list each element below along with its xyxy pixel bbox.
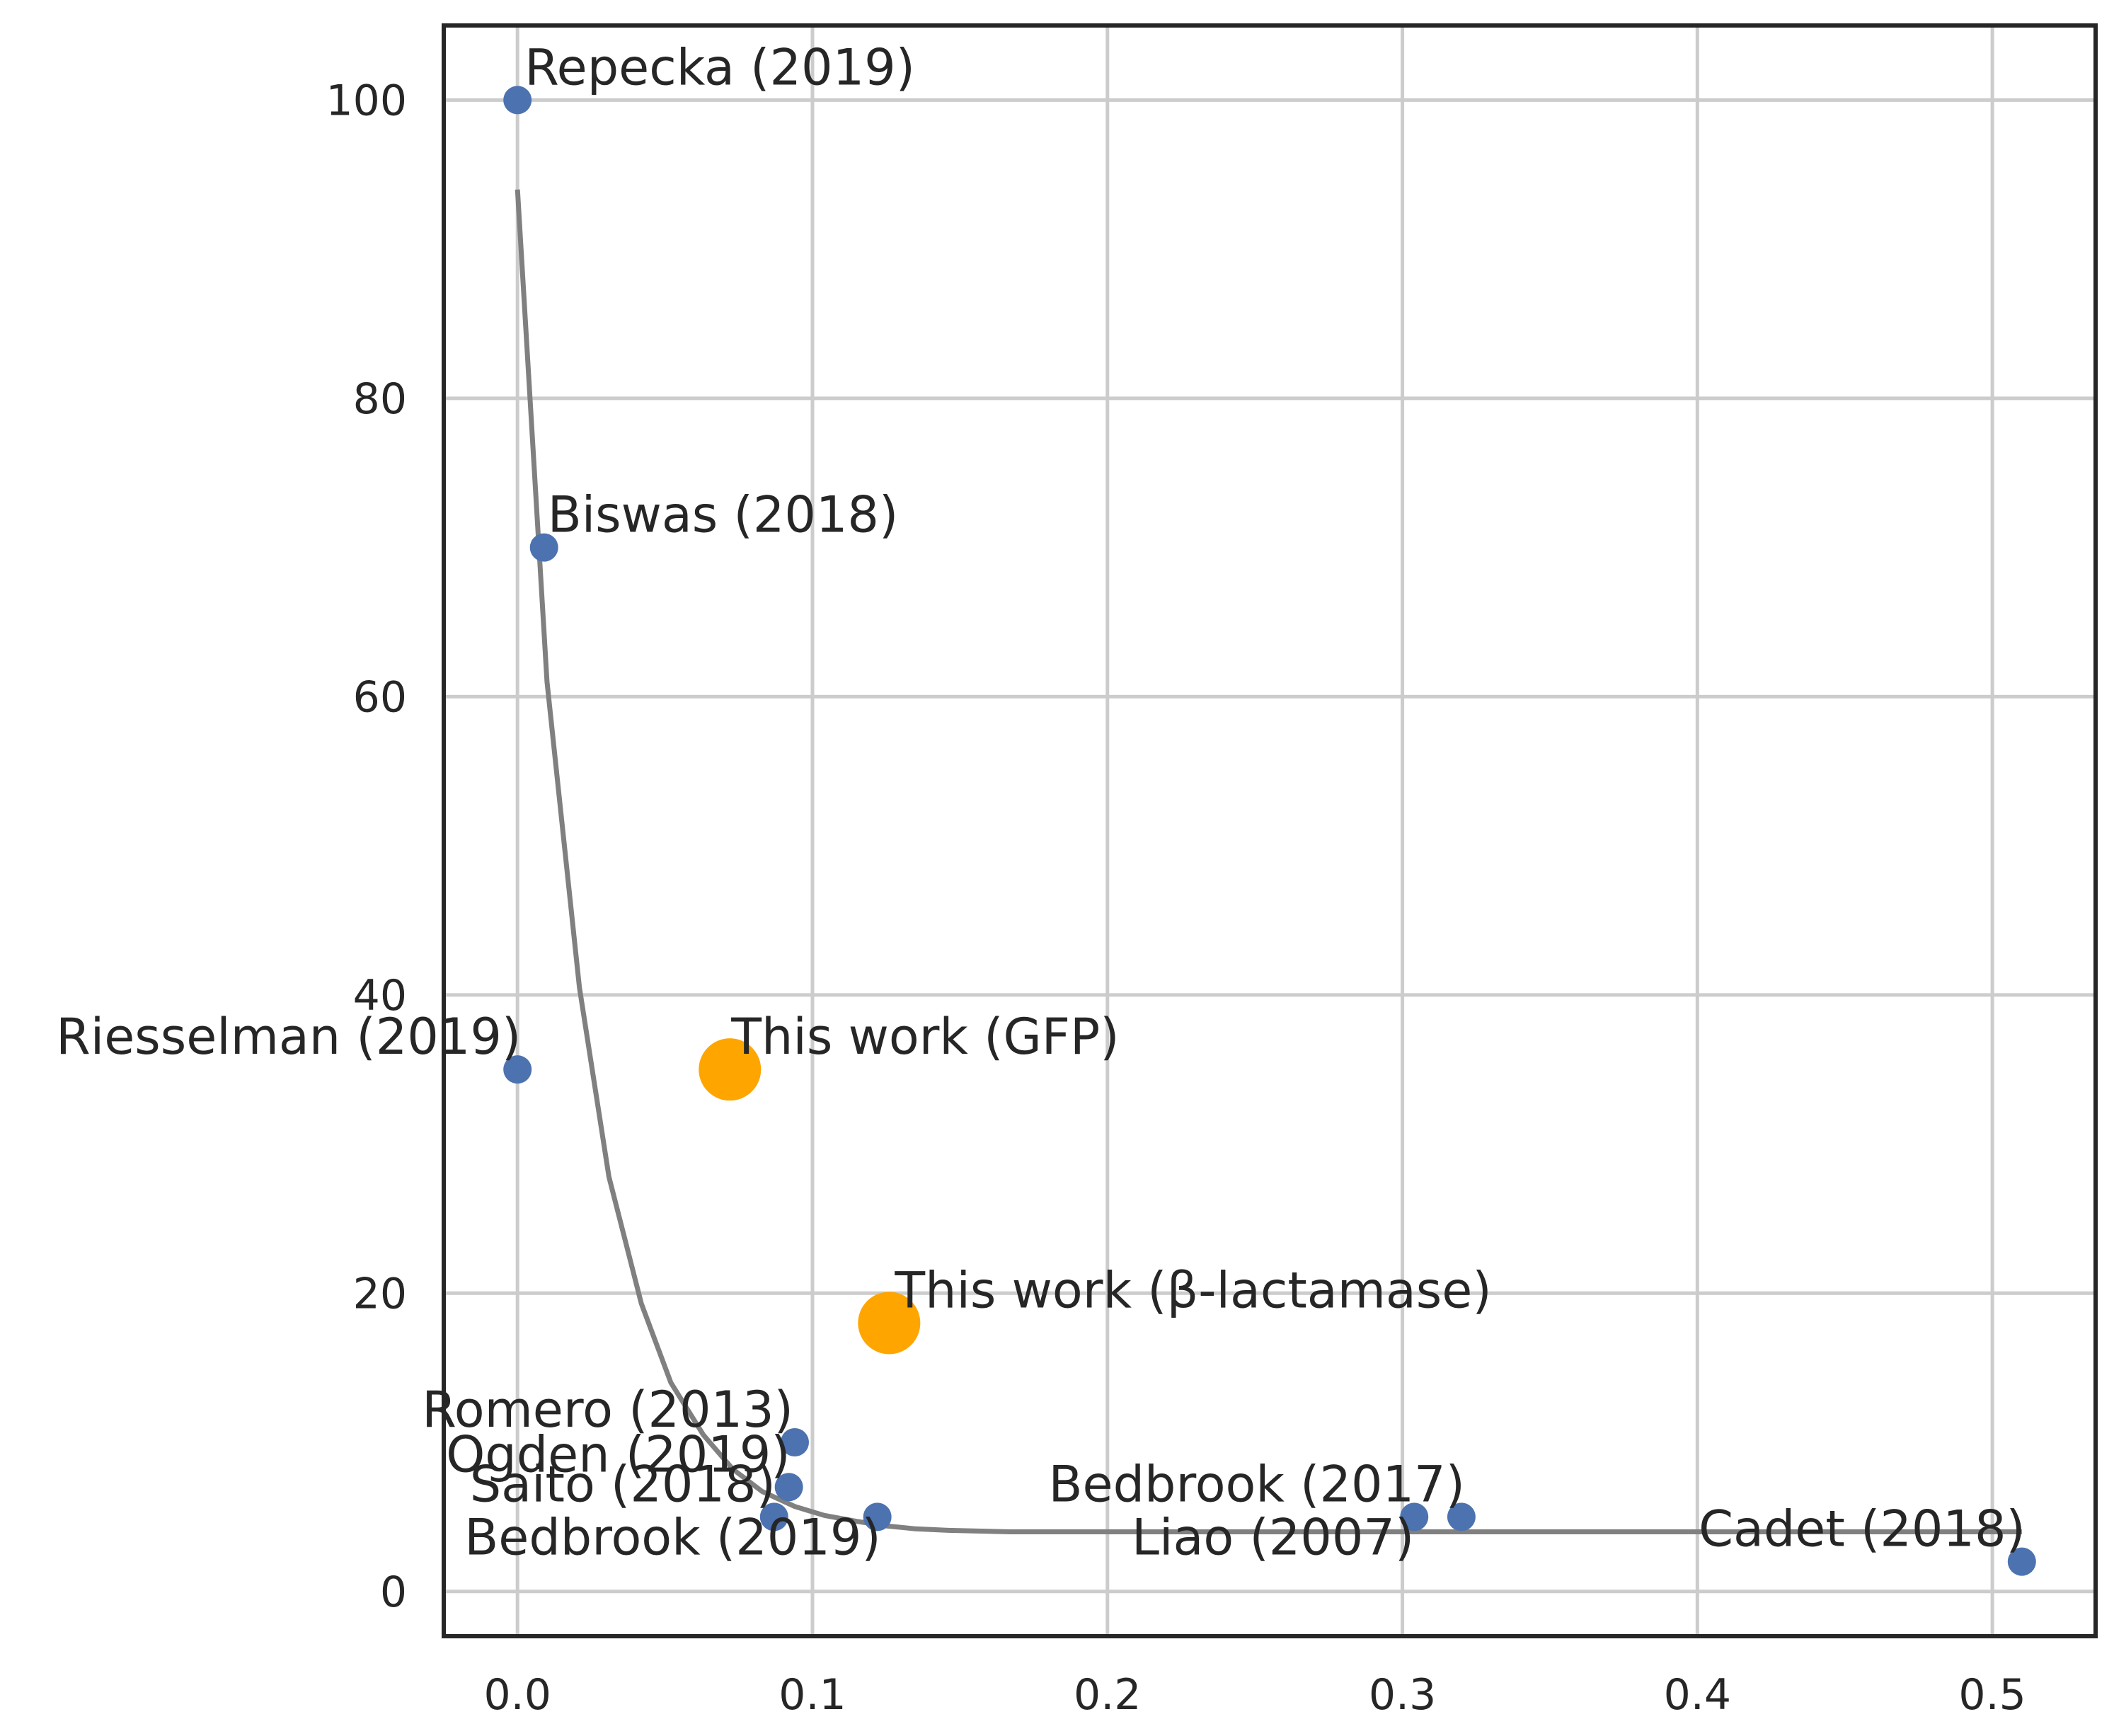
point-this-work-gfp (699, 1038, 762, 1101)
y-tick-label: 40 (353, 971, 407, 1021)
label-bedbrook-2019: Bedbrook (2019) (464, 1508, 880, 1566)
x-tick-label: 0.0 (483, 1670, 551, 1720)
tick-labels: 0.0 0.1 0.2 0.3 0.4 0.5 0 20 40 60 80 100 (326, 76, 2026, 1720)
y-tick-label: 80 (353, 374, 407, 424)
point-ogden-2019 (774, 1473, 803, 1502)
point-this-work-lactamase (858, 1292, 921, 1355)
label-biswas-2018: Biswas (2018) (548, 486, 899, 544)
label-cadet-2018: Cadet (2018) (1699, 1500, 2026, 1558)
x-tick-label: 0.5 (1958, 1670, 2026, 1720)
label-liao-2007: Liao (2007) (1132, 1508, 1414, 1566)
point-riesselman-2019 (503, 1055, 532, 1084)
y-tick-label: 60 (353, 672, 407, 722)
y-tick-label: 20 (353, 1269, 407, 1318)
point-repecka-2019 (503, 86, 532, 115)
label-ogden-2019: Ogden (2019) (446, 1425, 790, 1483)
point-labels: Repecka (2019) Biswas (2018) Riesselman (2… (56, 38, 2026, 1566)
point-saito-2018 (759, 1502, 788, 1531)
point-biswas-2018 (529, 533, 558, 562)
label-bedbrook-2017: Bedbrook (2017) (1049, 1455, 1465, 1513)
label-this-work-gfp: This work (GFP) (730, 1008, 1119, 1066)
label-saito-2018: Saito (2018) (470, 1455, 776, 1513)
label-this-work-lactamase: This work (β-lactamase) (894, 1261, 1491, 1319)
label-romero-2013: Romero (2013) (422, 1381, 793, 1439)
label-repecka-2019: Repecka (2019) (524, 38, 915, 96)
point-liao-2007 (1400, 1502, 1429, 1531)
point-bedbrook-2017 (1447, 1502, 1476, 1531)
point-bedbrook-2019 (863, 1502, 892, 1531)
plot-frame (442, 23, 2098, 1638)
x-tick-label: 0.3 (1369, 1670, 1436, 1720)
grid-lines (444, 25, 2096, 1636)
data-points (503, 86, 2036, 1576)
x-tick-label: 0.4 (1664, 1670, 1731, 1720)
point-romero-2013 (780, 1428, 809, 1457)
y-tick-label: 0 (380, 1568, 407, 1617)
x-tick-label: 0.2 (1074, 1670, 1141, 1720)
x-tick-label: 0.1 (779, 1670, 846, 1720)
fit-curve (515, 189, 2022, 1534)
point-cadet-2018 (2007, 1547, 2036, 1576)
fit-curve-group (515, 189, 2022, 1534)
label-riesselman-2019: Riesselman (2019) (56, 1008, 521, 1066)
y-tick-label: 100 (326, 76, 407, 125)
